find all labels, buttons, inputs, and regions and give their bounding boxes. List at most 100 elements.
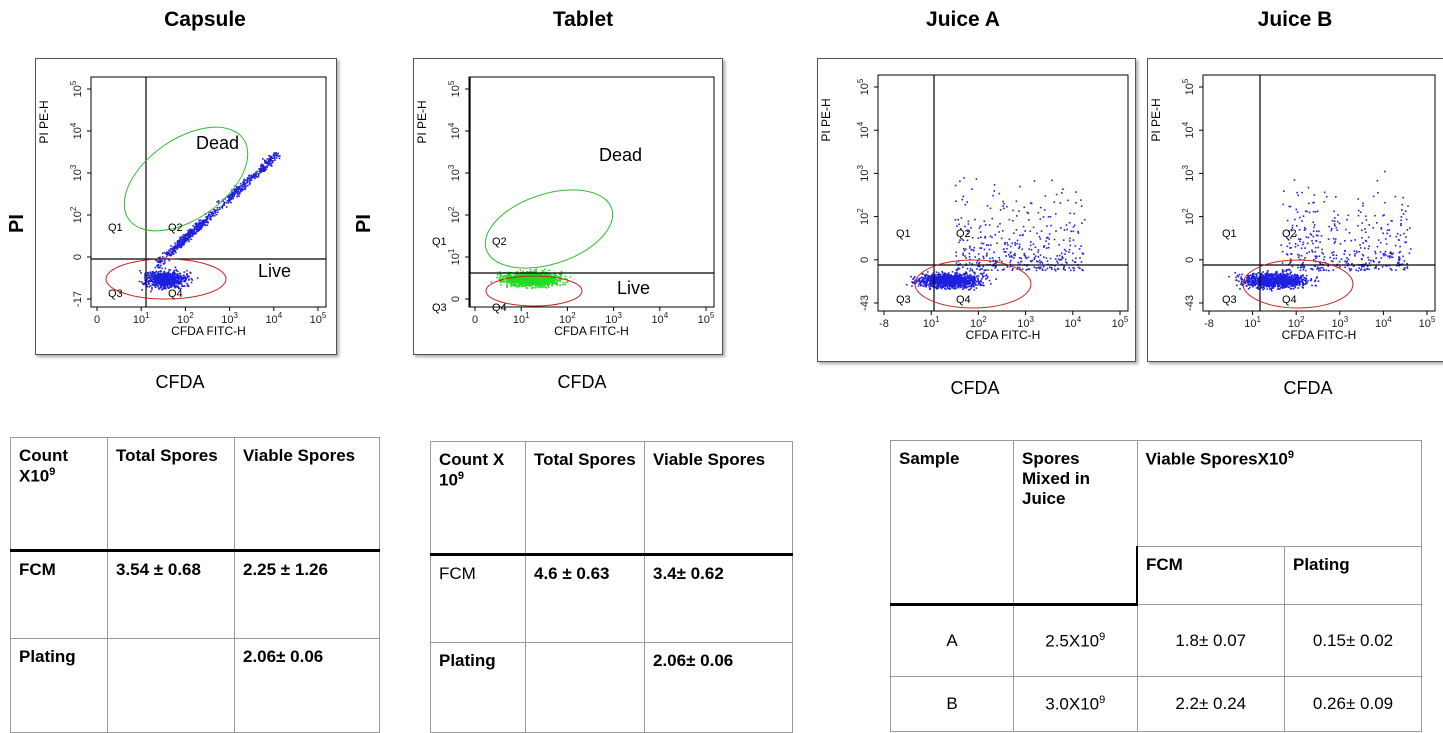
event-point — [1070, 270, 1072, 272]
event-point — [916, 281, 918, 283]
event-point — [147, 272, 149, 274]
event-point — [188, 241, 190, 243]
event-point — [268, 162, 270, 164]
event-point — [502, 276, 504, 278]
event-point — [262, 169, 264, 171]
event-point — [188, 276, 190, 278]
event-point — [176, 281, 178, 283]
event-point — [535, 271, 537, 273]
event-point — [158, 276, 160, 278]
event-point — [959, 285, 961, 287]
event-point — [940, 286, 942, 288]
event-point — [187, 233, 189, 235]
event-point — [1039, 262, 1041, 264]
event-point — [184, 241, 186, 243]
event-point — [981, 243, 983, 245]
event-point — [1001, 238, 1003, 240]
panel-title-juice-a: Juice A — [883, 8, 1043, 32]
event-point — [510, 286, 512, 288]
event-point — [951, 276, 953, 278]
event-point — [926, 274, 928, 276]
event-point — [961, 217, 963, 219]
event-point — [258, 173, 260, 175]
event-point — [999, 259, 1001, 261]
event-point — [961, 278, 963, 280]
event-point — [1024, 230, 1026, 232]
event-point — [160, 261, 162, 263]
event-point — [245, 187, 247, 189]
quadrant-label: Q2 — [492, 236, 507, 248]
event-point — [242, 184, 244, 186]
event-point — [995, 234, 997, 236]
quadrant-label: Q4 — [956, 294, 971, 306]
event-point — [910, 276, 912, 278]
event-point — [155, 282, 157, 284]
event-point — [206, 218, 208, 220]
event-point — [217, 209, 219, 211]
event-point — [535, 285, 537, 287]
event-point — [514, 280, 516, 282]
event-point — [237, 193, 239, 195]
event-point — [1061, 253, 1063, 255]
event-point — [1318, 280, 1320, 282]
event-point — [239, 193, 241, 195]
event-point — [992, 257, 994, 259]
event-point — [532, 277, 534, 279]
event-point — [175, 252, 177, 254]
event-point — [1002, 205, 1004, 207]
event-point — [1009, 256, 1011, 258]
y-label-capsule: PI — [6, 214, 29, 233]
event-point — [987, 205, 989, 207]
event-point — [955, 283, 957, 285]
event-point — [245, 183, 247, 185]
event-point — [542, 279, 544, 281]
event-point — [937, 284, 939, 286]
event-point — [949, 288, 951, 290]
event-point — [154, 286, 156, 288]
event-point — [999, 223, 1001, 225]
event-point — [553, 283, 555, 285]
event-point — [160, 265, 162, 267]
event-point — [538, 279, 540, 281]
event-point — [1029, 269, 1031, 271]
event-point — [183, 236, 185, 238]
event-point — [1064, 249, 1066, 251]
event-point — [906, 284, 908, 286]
event-point — [1055, 258, 1057, 260]
event-point — [185, 279, 187, 281]
event-point — [512, 279, 514, 281]
event-point — [158, 278, 160, 280]
event-point — [1028, 219, 1030, 221]
event-point — [1046, 225, 1048, 227]
event-point — [1037, 251, 1039, 253]
event-point — [1051, 267, 1053, 269]
event-point — [216, 214, 218, 216]
event-point — [969, 262, 971, 264]
event-point — [260, 166, 262, 168]
event-point — [169, 260, 171, 262]
event-point — [1040, 238, 1042, 240]
event-point — [533, 281, 535, 283]
event-point — [1010, 246, 1012, 248]
event-point — [191, 278, 193, 280]
event-point — [1024, 207, 1026, 209]
event-point — [1033, 227, 1035, 229]
event-point — [980, 273, 982, 275]
event-point — [1016, 229, 1018, 231]
event-point — [926, 284, 928, 286]
event-point — [1009, 239, 1011, 241]
y-tick-label: 102 — [69, 206, 84, 223]
event-point — [991, 218, 993, 220]
event-point — [177, 243, 179, 245]
event-point — [979, 283, 981, 285]
event-point — [1034, 257, 1036, 259]
event-point — [957, 281, 959, 283]
annotation-dead: Dead — [196, 133, 239, 153]
event-point — [525, 287, 527, 289]
event-point — [249, 175, 251, 177]
event-point — [1079, 248, 1081, 250]
y-tick-label: 104 — [69, 122, 84, 139]
event-point — [980, 225, 982, 227]
event-point — [182, 243, 184, 245]
event-point — [174, 273, 176, 275]
